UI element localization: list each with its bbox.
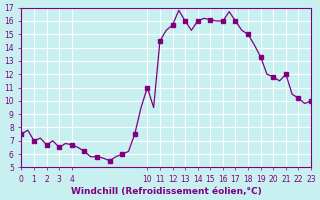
X-axis label: Windchill (Refroidissement éolien,°C): Windchill (Refroidissement éolien,°C) [71, 187, 262, 196]
